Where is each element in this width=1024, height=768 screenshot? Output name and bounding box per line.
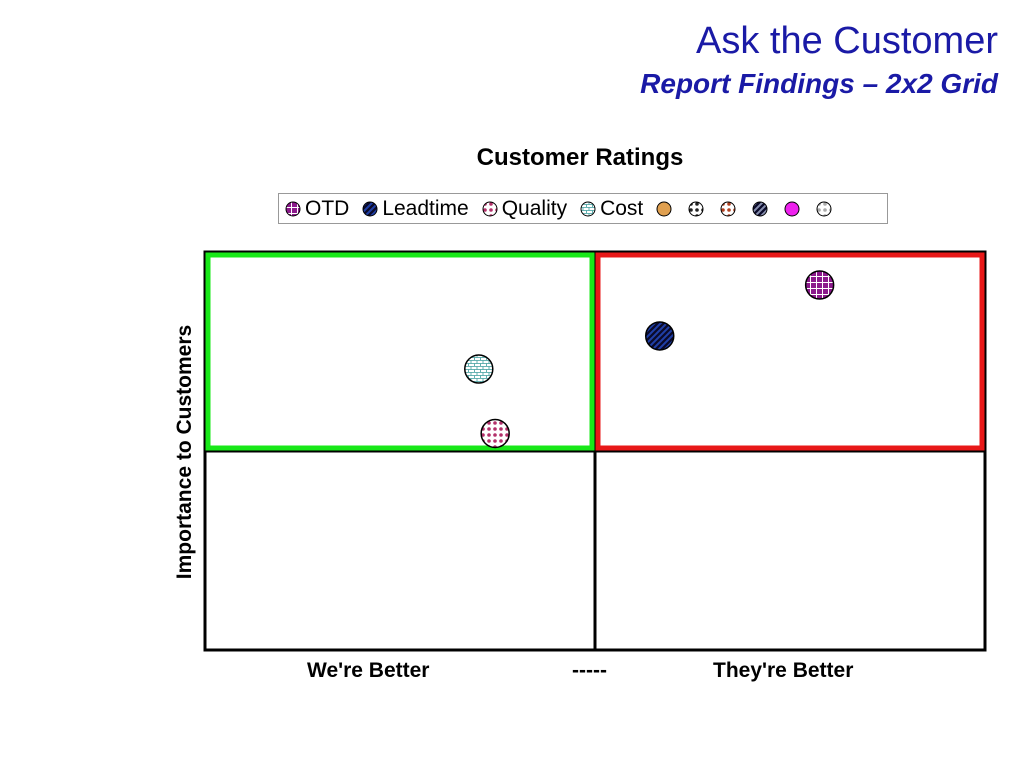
legend-marker-icon	[816, 201, 832, 217]
data-point-leadtime	[644, 321, 675, 351]
x-axis-label-left: We're Better	[307, 659, 430, 682]
data-point-otd	[804, 270, 835, 300]
legend-item: OTD	[285, 198, 349, 219]
slide-title: Ask the Customer	[696, 20, 998, 62]
legend-label: Cost	[600, 197, 644, 220]
quadrant-highlight-top-left	[205, 252, 595, 451]
legend-marker-icon	[362, 201, 378, 217]
slide-subtitle: Report Findings – 2x2 Grid	[640, 68, 998, 99]
x-axis-label-middle: -----	[572, 659, 607, 682]
legend-item: Quality	[482, 198, 567, 219]
legend-item: Cost	[580, 198, 643, 219]
legend-item	[752, 201, 768, 217]
chart-title: Customer Ratings	[476, 144, 684, 171]
legend-item	[720, 201, 736, 217]
legend-marker-icon	[752, 201, 768, 217]
chart-legend: OTD Leadtime Quality Cost	[278, 193, 888, 224]
legend-marker-icon	[580, 201, 596, 217]
legend-label: Leadtime	[382, 197, 469, 220]
quadrant-highlight-top-right	[595, 252, 985, 451]
legend-marker-icon	[784, 201, 800, 217]
legend-item	[816, 201, 832, 217]
data-point-cost	[464, 354, 494, 384]
legend-label: OTD	[305, 197, 350, 220]
legend-item	[784, 201, 800, 217]
legend-marker-icon	[720, 201, 736, 217]
data-point-quality	[480, 418, 510, 449]
legend-item	[688, 201, 704, 217]
legend-marker-icon	[285, 201, 301, 217]
legend-marker-icon	[482, 201, 498, 217]
legend-marker-icon	[688, 201, 704, 217]
legend-marker-icon	[656, 201, 672, 217]
legend-item: Leadtime	[362, 197, 469, 220]
legend-label: Quality	[501, 197, 568, 220]
legend-item	[656, 201, 672, 217]
x-axis-label-right: They're Better	[713, 659, 854, 682]
